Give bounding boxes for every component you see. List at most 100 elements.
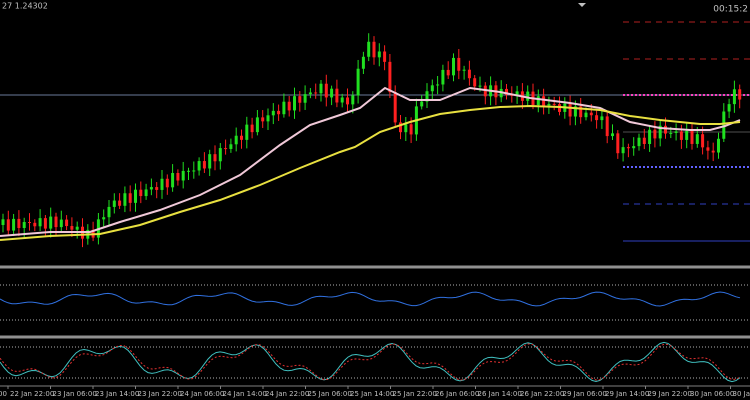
candle-body: [377, 51, 381, 58]
candle-body: [22, 222, 26, 228]
candle-body: [536, 96, 540, 106]
candle-body: [515, 91, 519, 95]
time-label: 23 Jan 06:00: [53, 390, 97, 398]
time-label: 22 Jan 22:00: [10, 390, 54, 398]
candle-body: [399, 122, 402, 133]
candle-body: [361, 56, 365, 69]
candle-body: [695, 134, 699, 144]
candle-body: [409, 124, 413, 135]
candle-body: [255, 117, 259, 133]
candle-body: [642, 137, 646, 144]
candle-body: [706, 147, 710, 151]
candle-body: [425, 91, 429, 102]
time-label: 26 Jan 06:00: [435, 390, 479, 398]
candle-body: [261, 117, 265, 122]
candle-body: [282, 101, 286, 115]
symbol-price: 27 1.24302: [2, 2, 48, 11]
candle-body: [388, 61, 392, 93]
candle-body: [446, 69, 450, 76]
time-label: 30 Jan 14:00: [733, 390, 750, 398]
candle-body: [356, 68, 360, 96]
candle-body: [372, 41, 376, 58]
candle-body: [75, 226, 79, 230]
candle-body: [234, 135, 238, 145]
candle-body: [155, 187, 159, 190]
time-label: 29 Jan 14:00: [605, 390, 649, 398]
time-label: 24 Jan 06:00: [180, 390, 224, 398]
candle-body: [165, 178, 169, 188]
candle-body: [70, 226, 74, 230]
candle-body: [679, 131, 683, 140]
fast-ma: [0, 86, 741, 237]
candle-body: [6, 219, 10, 231]
candle-body: [197, 161, 201, 171]
candle-body: [568, 103, 572, 117]
candle-body: [473, 78, 477, 87]
candle-body: [558, 104, 561, 112]
time-label: 23 Jan 14:00: [95, 390, 139, 398]
candle-body: [340, 97, 344, 103]
candle-body: [351, 95, 355, 105]
candle-body: [664, 125, 667, 134]
candle-body: [139, 189, 143, 197]
candle-body: [213, 154, 217, 162]
candle-body: [430, 85, 434, 92]
candle-body: [240, 135, 243, 140]
candle-body: [266, 115, 270, 122]
candle-body: [17, 218, 21, 228]
candle-body: [711, 150, 715, 153]
candle-body: [303, 94, 307, 103]
candle-body: [107, 206, 111, 218]
candle-body: [467, 69, 471, 79]
candle-body: [732, 89, 736, 105]
candle-body: [28, 222, 31, 224]
time-label: 24 Jan 22:00: [265, 390, 309, 398]
candle-body: [611, 133, 614, 137]
candle-body: [134, 189, 137, 203]
candle-body: [335, 88, 339, 103]
time-label: 29 Jan 22:00: [648, 390, 692, 398]
candle-body: [346, 97, 349, 105]
candle-body: [542, 96, 546, 106]
candle-body: [319, 83, 323, 94]
slow-ma: [0, 104, 741, 241]
candle-body: [38, 218, 42, 227]
candle-body: [171, 173, 175, 188]
time-label: 25 Jan 14:00: [350, 390, 394, 398]
candle-body: [43, 218, 47, 229]
candle-body: [626, 147, 630, 149]
candle-body: [176, 173, 180, 181]
time-label: 25 Jan 06:00: [308, 390, 352, 398]
candle-body: [579, 106, 583, 118]
candle-body: [218, 148, 222, 162]
time-label: 24 Jan 14:00: [223, 390, 267, 398]
candle-body: [393, 92, 397, 123]
candle-body: [160, 178, 164, 190]
stoch-main: [0, 341, 741, 383]
candle-body: [224, 148, 228, 150]
time-label: 25 Jan 22:00: [393, 390, 437, 398]
candle-body: [600, 116, 604, 121]
candle-body: [192, 170, 196, 172]
time-label: 00: [0, 390, 7, 398]
candle-body: [685, 130, 689, 140]
candle-body: [452, 57, 455, 76]
candle-body: [250, 124, 254, 133]
candle-body: [701, 134, 705, 148]
candle-body: [298, 96, 302, 103]
candle-body: [330, 88, 334, 98]
candle-body: [457, 57, 461, 71]
time-label: 23 Jan 22:00: [138, 390, 182, 398]
candle-body: [404, 124, 408, 133]
candle-body: [12, 218, 16, 231]
candle-body: [648, 129, 652, 144]
candle-body: [49, 216, 53, 229]
candle-body: [208, 154, 212, 169]
candle-body: [653, 129, 657, 139]
candle-body: [573, 106, 577, 117]
shift-marker: [578, 3, 586, 7]
candle-body: [128, 193, 132, 203]
candle-body: [271, 110, 275, 116]
candle-body: [595, 115, 599, 121]
